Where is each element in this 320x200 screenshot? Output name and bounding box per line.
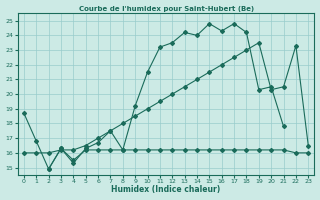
Title: Courbe de l'humidex pour Saint-Hubert (Be): Courbe de l'humidex pour Saint-Hubert (B…: [78, 6, 254, 12]
X-axis label: Humidex (Indice chaleur): Humidex (Indice chaleur): [111, 185, 221, 194]
